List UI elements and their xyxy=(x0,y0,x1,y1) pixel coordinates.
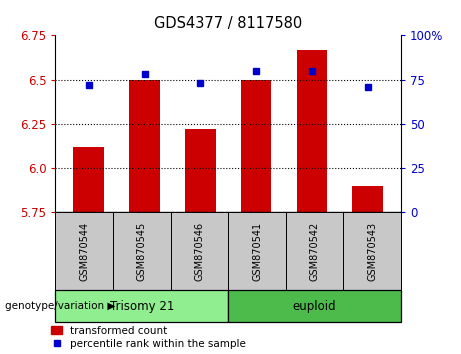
Text: GSM870541: GSM870541 xyxy=(252,222,262,281)
Text: GSM870544: GSM870544 xyxy=(79,222,89,281)
Bar xyxy=(296,50,327,212)
Bar xyxy=(73,147,104,212)
Legend: transformed count, percentile rank within the sample: transformed count, percentile rank withi… xyxy=(51,326,246,349)
Bar xyxy=(185,129,216,212)
Bar xyxy=(241,80,272,212)
Bar xyxy=(352,186,383,212)
Text: GSM870546: GSM870546 xyxy=(195,222,204,281)
Text: Trisomy 21: Trisomy 21 xyxy=(110,300,174,313)
Text: euploid: euploid xyxy=(293,300,337,313)
Text: genotype/variation ▶: genotype/variation ▶ xyxy=(5,301,115,311)
Text: GSM870545: GSM870545 xyxy=(137,222,147,281)
Text: GSM870542: GSM870542 xyxy=(310,222,319,281)
Text: GSM870543: GSM870543 xyxy=(367,222,377,281)
Title: GDS4377 / 8117580: GDS4377 / 8117580 xyxy=(154,16,302,32)
Bar xyxy=(129,80,160,212)
